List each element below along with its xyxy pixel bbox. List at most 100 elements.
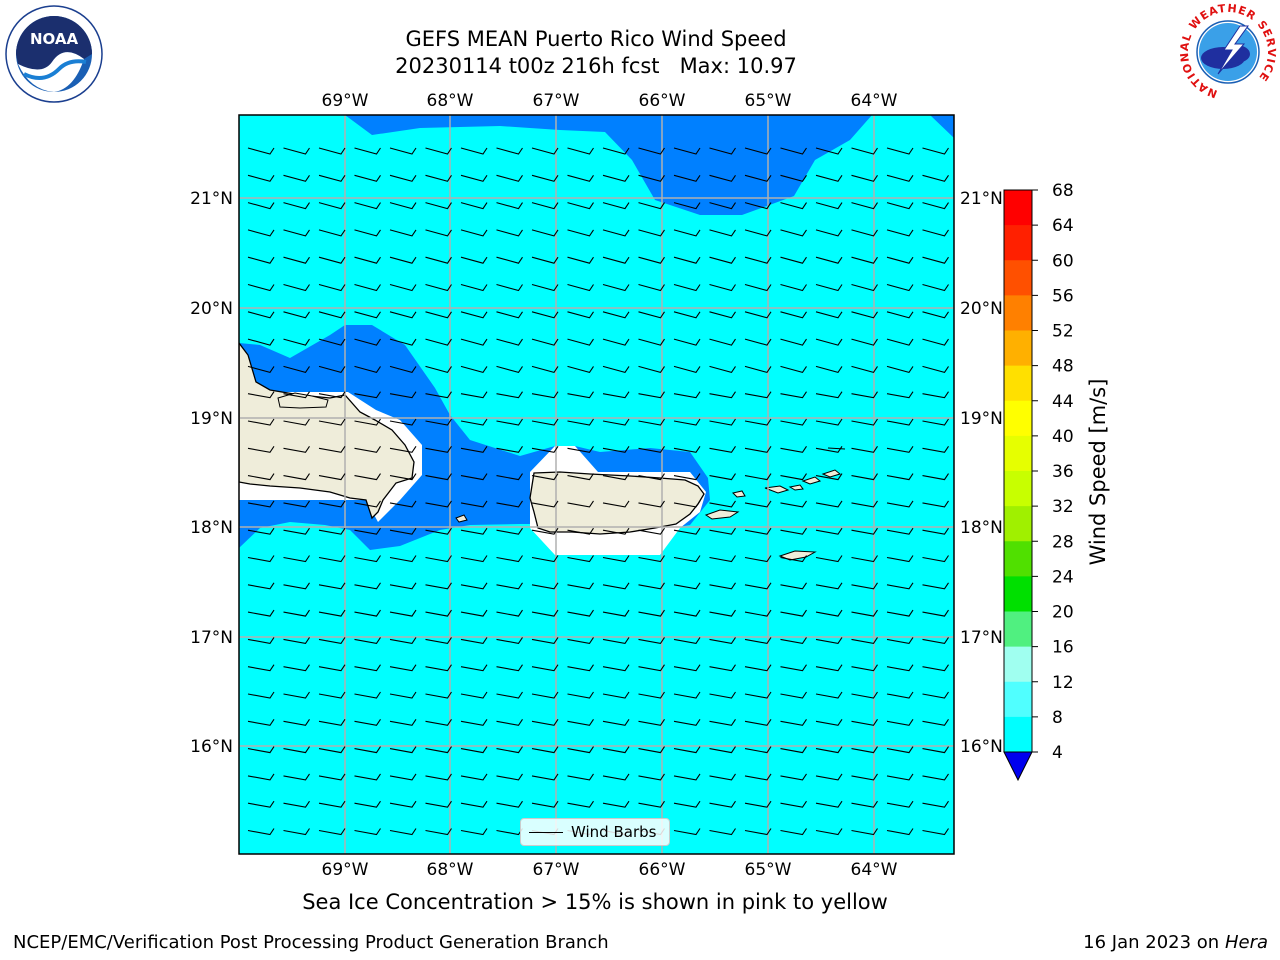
- wind-barb: [318, 256, 346, 264]
- wind-barb: [886, 555, 914, 563]
- wind-barb: [602, 718, 630, 726]
- wind-barb: [460, 609, 488, 617]
- wind-barb: [602, 773, 630, 781]
- wind-barb: [531, 256, 559, 264]
- wind-barb: [780, 473, 807, 481]
- wind-barb: [389, 500, 417, 508]
- wind-barb: [780, 229, 807, 237]
- wind-barb: [815, 338, 843, 346]
- wind-barb: [638, 283, 665, 292]
- wind-barb: [247, 718, 275, 726]
- wind-barb: [851, 718, 878, 726]
- colorbar-tick-label: 44: [1052, 392, 1074, 412]
- colorbar-segment: [1004, 330, 1032, 367]
- wind-barb: [389, 828, 417, 836]
- chart-title: GEFS MEAN Puerto Rico Wind Speed: [405, 27, 787, 51]
- wind-barb: [496, 637, 523, 645]
- wind-barb: [318, 555, 346, 563]
- wind-barb: [354, 445, 381, 453]
- colorbar-tick-label: 8: [1052, 708, 1063, 728]
- wind-barb: [709, 637, 736, 645]
- wind-barb: [780, 746, 807, 754]
- wind-barb: [744, 691, 772, 699]
- lat-label-right-19n: 19°N: [960, 409, 1003, 429]
- footer-host: Hera: [1224, 932, 1268, 953]
- wind-barb: [709, 800, 736, 808]
- wind-barb: [389, 637, 417, 645]
- wind-contour-top: [345, 115, 954, 215]
- wind-barb: [602, 391, 630, 399]
- wind-barb: [460, 555, 488, 563]
- wind-barb: [283, 256, 310, 264]
- lon-labels-bottom: 69°W 68°W 67°W 66°W 65°W 64°W: [322, 860, 898, 880]
- wind-barb: [886, 500, 914, 508]
- wind-barb: [886, 773, 914, 781]
- colorbar-tick-label: 64: [1052, 216, 1074, 236]
- wind-barb: [283, 773, 310, 781]
- wind-barb: [318, 527, 346, 535]
- wind-barb: [744, 609, 772, 617]
- wind-barb: [283, 283, 310, 292]
- wind-barb: [709, 746, 736, 754]
- wind-barb: [389, 555, 417, 563]
- lon-label-top-66w: 66°W: [639, 91, 686, 111]
- wind-barb: [709, 828, 736, 836]
- wind-barbs: [247, 147, 949, 836]
- wind-barb: [531, 800, 559, 808]
- wind-barb: [744, 391, 772, 399]
- colorbar-segment: [1004, 365, 1032, 402]
- wind-barb: [638, 800, 665, 808]
- wind-barb: [815, 773, 843, 781]
- wind-barb: [531, 418, 559, 426]
- wind-barb: [496, 718, 523, 726]
- wind-barb: [425, 773, 452, 781]
- wind-barb: [283, 746, 310, 754]
- wind-barb: [602, 582, 630, 590]
- wind-barb: [496, 746, 523, 754]
- wind-barb: [460, 256, 488, 264]
- wind-barb: [318, 500, 346, 508]
- wind-barb: [247, 746, 275, 754]
- colorbar-segment: [1004, 611, 1032, 648]
- wind-barb: [851, 691, 878, 699]
- wind-barb: [851, 365, 878, 374]
- wind-barb: [602, 555, 630, 563]
- wind-barb: [638, 555, 665, 563]
- wind-barb: [744, 828, 772, 836]
- lat-label-left-21n: 21°N: [190, 189, 233, 209]
- wind-barb: [247, 773, 275, 781]
- wind-barb: [851, 800, 878, 808]
- wind-barb: [922, 256, 949, 264]
- land-tortola: [801, 476, 822, 485]
- wind-barb: [815, 445, 843, 453]
- wind-barb: [460, 338, 488, 346]
- wind-barb: [389, 773, 417, 781]
- wind-barb: [354, 637, 381, 645]
- wind-barb: [744, 174, 772, 182]
- wind-barb: [815, 311, 843, 319]
- wind-barb: [354, 338, 381, 346]
- wind-barb: [673, 746, 701, 754]
- wind-barb: [354, 527, 381, 535]
- wind-barb: [638, 609, 665, 617]
- wind-barb: [531, 582, 559, 590]
- wind-barb: [425, 445, 452, 453]
- wind-barb: [638, 391, 665, 399]
- wind-barb: [460, 718, 488, 726]
- wind-barb: [638, 473, 665, 481]
- wind-barb: [531, 773, 559, 781]
- wind-barb: [247, 582, 275, 590]
- wind-barb: [460, 445, 488, 453]
- wind-barb: [709, 609, 736, 617]
- wind-barb: [709, 555, 736, 563]
- wind-barb: [638, 500, 665, 508]
- wind-barb: [354, 202, 381, 210]
- wind-barb: [602, 746, 630, 754]
- wind-barb: [638, 229, 665, 237]
- wind-barb: [425, 338, 452, 346]
- wind-barb: [602, 256, 630, 264]
- wind-barb: [602, 691, 630, 699]
- wind-barb: [318, 800, 346, 808]
- wind-barb: [815, 202, 843, 210]
- lat-label-left-18n: 18°N: [190, 518, 233, 538]
